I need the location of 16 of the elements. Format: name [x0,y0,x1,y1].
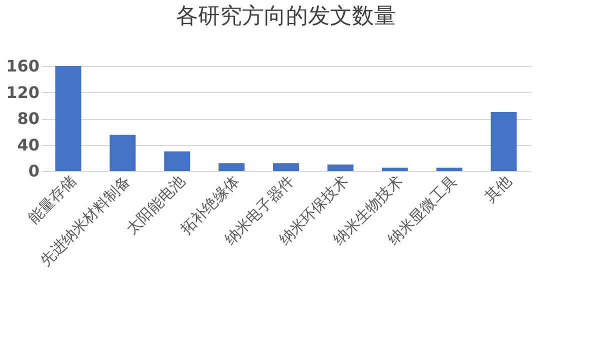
y-tick-label: 40 [17,135,40,154]
bar [55,66,82,171]
bar [164,151,190,171]
bar [273,163,299,171]
bar [110,134,136,171]
bar [436,168,462,171]
bar [490,112,517,171]
x-tick-label: 其他 [481,172,516,206]
bar [382,168,408,171]
y-tick-label: 160 [6,56,40,76]
bar [327,164,354,171]
y-tick-label: 0 [28,162,40,180]
chart-title: 各研究方向的发文数量 [176,4,396,29]
y-tick-label: 80 [17,109,40,128]
bar [218,163,245,171]
y-tick-label: 120 [6,82,40,102]
